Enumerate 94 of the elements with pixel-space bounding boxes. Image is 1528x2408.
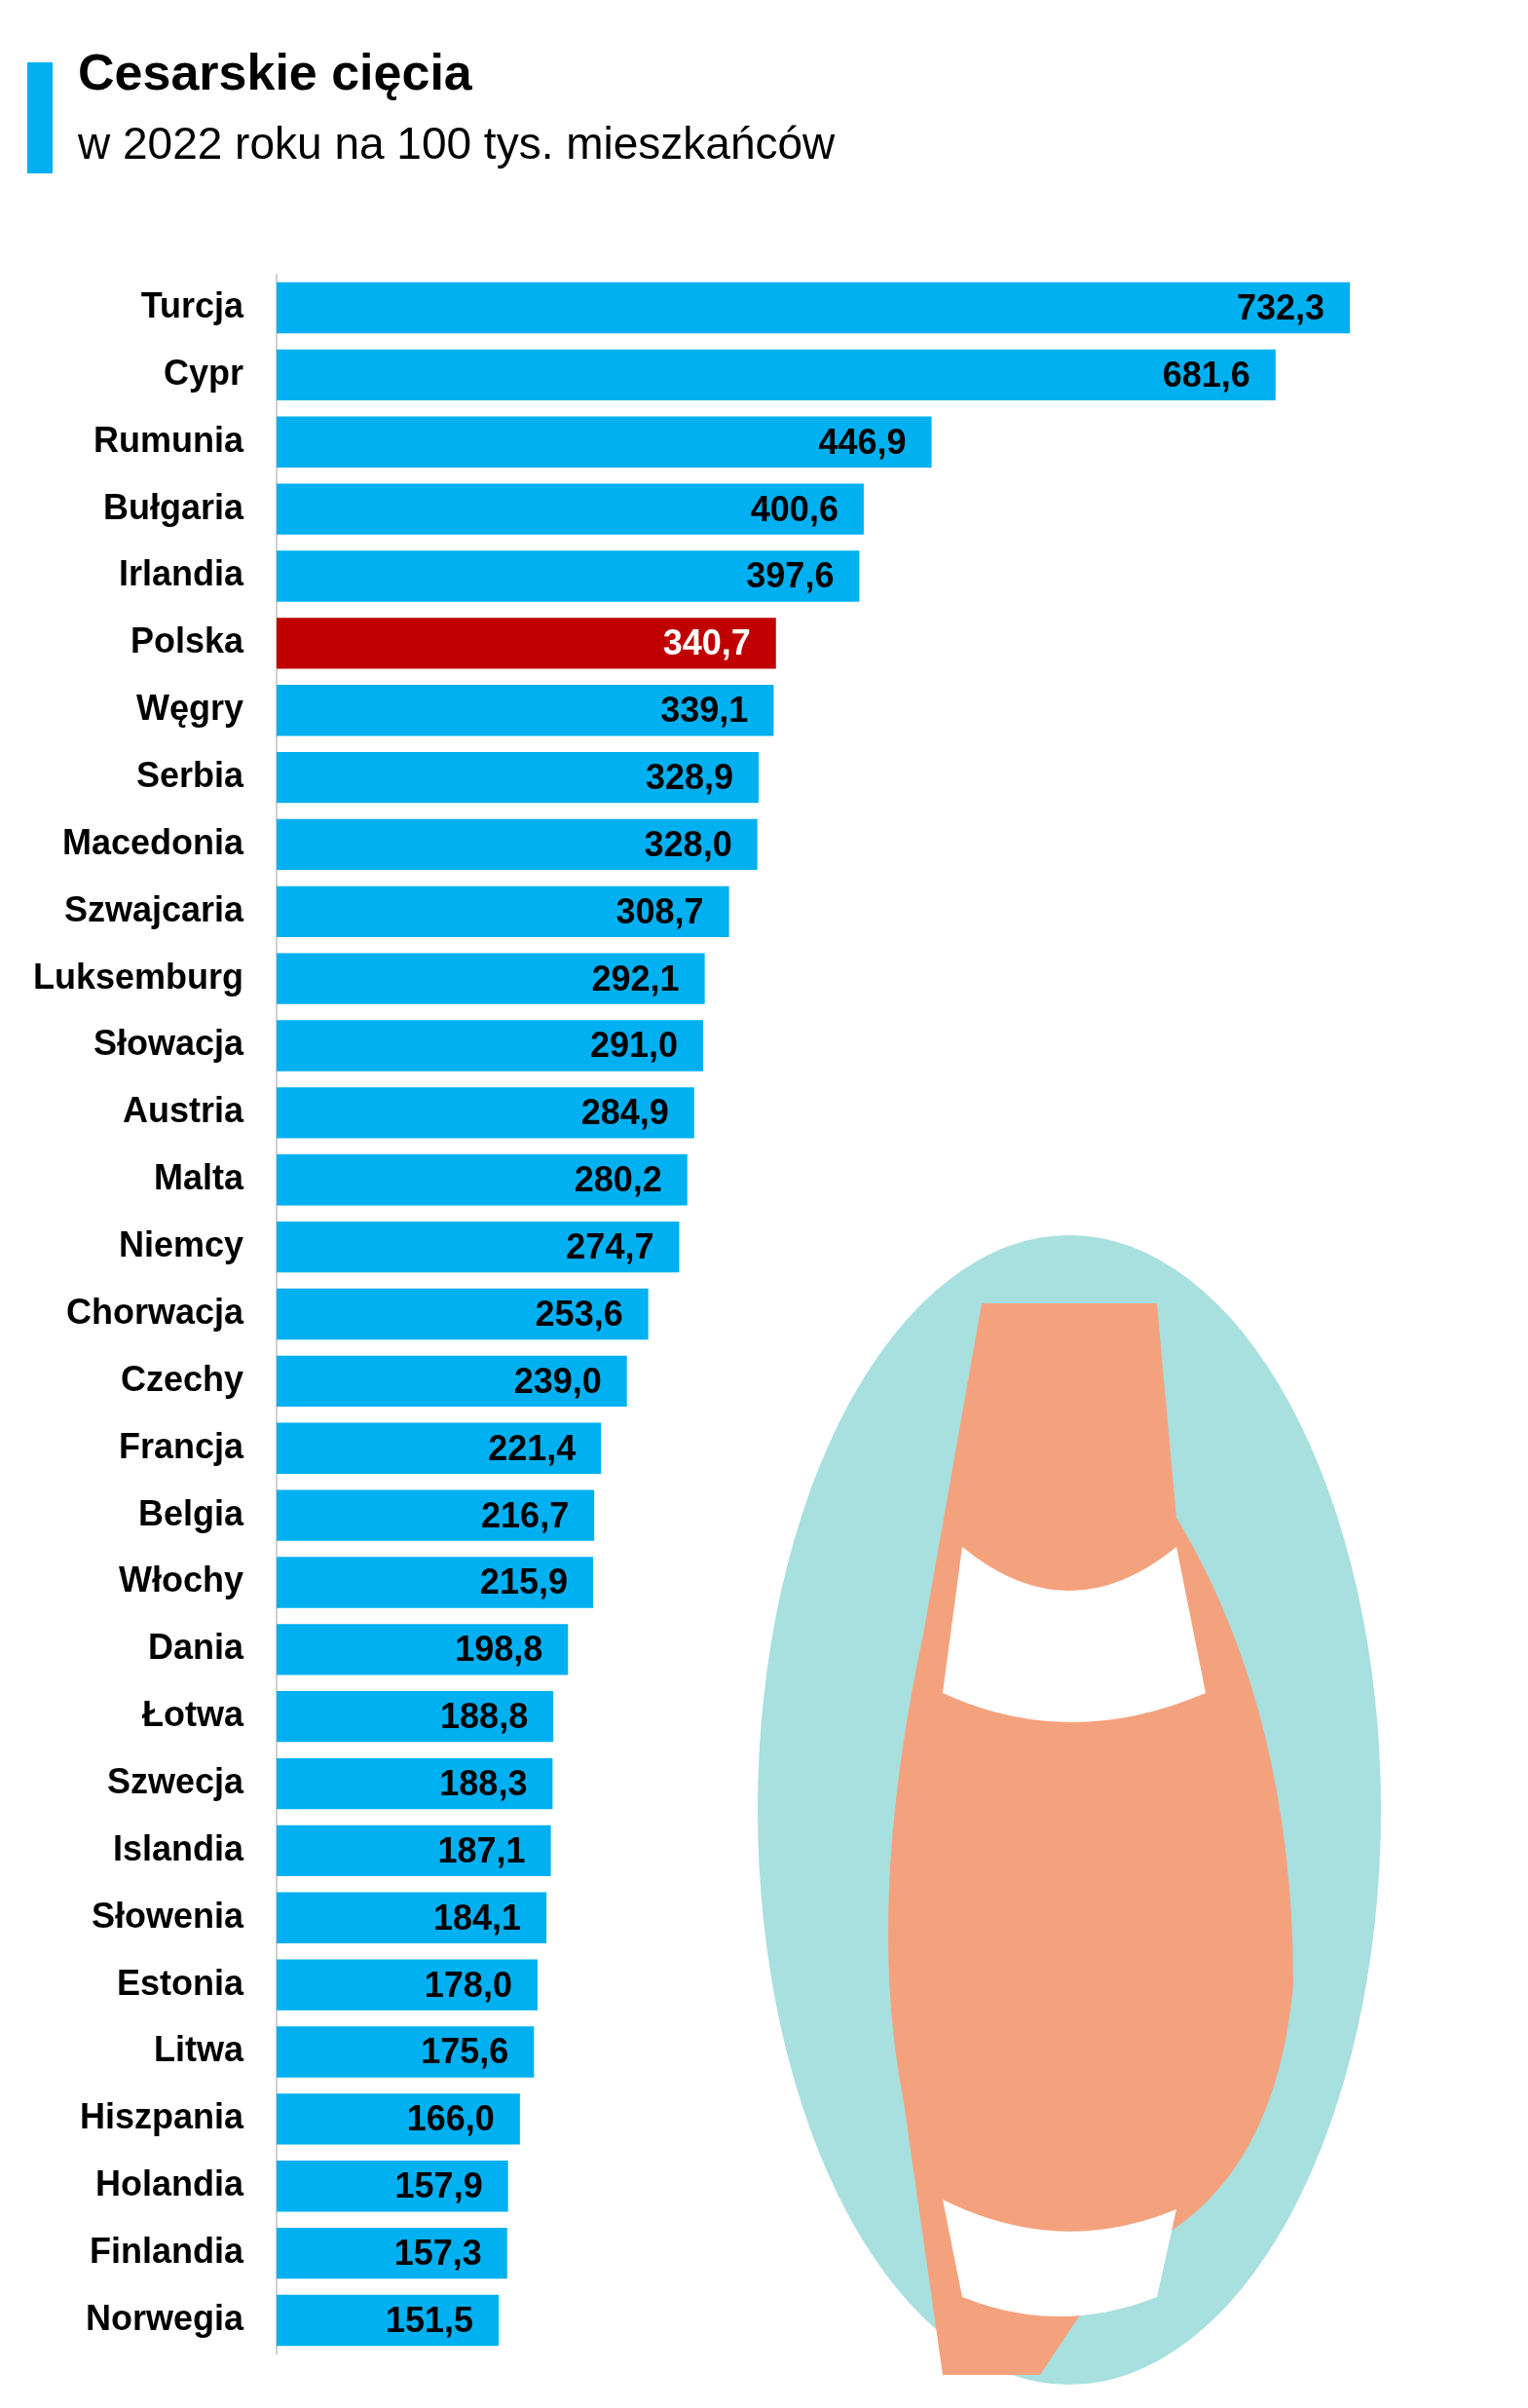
bar — [277, 953, 705, 1004]
y-tick-label: Hiszpania — [79, 2096, 245, 2137]
bar — [277, 2093, 520, 2145]
bar — [277, 1154, 688, 1206]
data-label: 157,9 — [394, 2165, 483, 2206]
bar — [277, 550, 860, 602]
y-tick-label: Belgia — [137, 1492, 244, 1533]
y-tick-label: Luksemburg — [32, 956, 244, 997]
data-label: 397,6 — [746, 555, 835, 596]
data-label: 274,7 — [566, 1226, 654, 1267]
data-label: 280,2 — [574, 1159, 662, 1200]
bar — [277, 2026, 535, 2078]
y-tick-label: Polska — [130, 621, 244, 661]
bar — [277, 818, 758, 871]
bar — [277, 1221, 680, 1273]
y-tick-label: Holandia — [95, 2163, 245, 2204]
data-label: 328,0 — [644, 823, 732, 864]
bar — [277, 618, 776, 669]
data-label: 253,6 — [535, 1293, 623, 1334]
y-tick-label: Bułgaria — [102, 486, 244, 527]
bar — [277, 1892, 547, 1943]
y-tick-label: Łotwa — [142, 1694, 245, 1735]
y-tick-label: Czechy — [120, 1358, 244, 1399]
data-label: 340,7 — [662, 622, 751, 663]
data-label: 292,1 — [591, 958, 680, 998]
bar — [277, 282, 1351, 334]
data-label: 166,0 — [406, 2098, 495, 2139]
y-tick-label: Rumunia — [93, 419, 244, 460]
y-tick-label: Austria — [123, 1090, 245, 1131]
bar — [277, 349, 1276, 401]
data-label: 221,4 — [488, 1427, 577, 1468]
y-tick-label: Włochy — [119, 1560, 244, 1600]
data-label: 400,6 — [750, 488, 839, 529]
y-tick-label: Niemcy — [118, 1224, 244, 1265]
y-tick-label: Słowenia — [91, 1895, 245, 1936]
bar — [277, 1959, 538, 2011]
data-label: 681,6 — [1162, 354, 1250, 395]
bar — [277, 1624, 569, 1675]
y-tick-label: Finlandia — [90, 2231, 245, 2272]
y-tick-label: Litwa — [154, 2029, 244, 2070]
bar — [277, 1422, 602, 1474]
data-label: 239,0 — [513, 1360, 602, 1401]
data-label: 188,8 — [440, 1696, 529, 1737]
data-label: 328,9 — [645, 757, 734, 798]
bar — [277, 2227, 507, 2279]
data-label: 151,5 — [385, 2299, 474, 2340]
bar — [277, 1087, 694, 1139]
y-tick-label: Macedonia — [61, 821, 245, 862]
bar — [277, 1691, 554, 1743]
data-label: 175,6 — [421, 2031, 509, 2072]
y-tick-label: Estonia — [117, 1962, 245, 2003]
bar — [277, 885, 729, 937]
y-tick-label: Norwegia — [85, 2297, 244, 2338]
bar — [277, 751, 760, 804]
y-tick-label: Islandia — [112, 1827, 244, 1868]
data-label: 291,0 — [589, 1025, 678, 1066]
y-tick-label: Dania — [147, 1627, 244, 1668]
data-label: 284,9 — [580, 1092, 669, 1133]
bar — [277, 1489, 595, 1541]
y-tick-label: Szwecja — [106, 1760, 244, 1801]
y-tick-label: Słowacja — [93, 1023, 245, 1064]
y-tick-label: Irlandia — [118, 553, 245, 594]
data-label: 308,7 — [615, 890, 704, 931]
data-label: 198,8 — [455, 1629, 543, 1670]
y-tick-label: Chorwacja — [65, 1291, 245, 1332]
bar — [277, 416, 932, 468]
data-label: 339,1 — [660, 690, 749, 731]
data-label: 215,9 — [479, 1561, 568, 1602]
bar — [277, 685, 774, 736]
y-tick-label: Cypr — [164, 352, 244, 393]
data-label: 188,3 — [439, 1762, 528, 1803]
y-tick-label: Francja — [118, 1425, 245, 1466]
y-tick-label: Szwajcaria — [63, 888, 244, 929]
bar — [277, 2161, 508, 2212]
y-tick-label: Serbia — [135, 755, 245, 796]
data-label: 178,0 — [424, 1964, 512, 2005]
bar — [277, 483, 864, 535]
data-label: 732,3 — [1237, 286, 1325, 327]
y-tick-label: Malta — [154, 1157, 244, 1198]
data-label: 157,3 — [393, 2233, 482, 2274]
bar — [277, 1757, 553, 1810]
data-label: 184,1 — [433, 1897, 522, 1938]
y-tick-label: Węgry — [136, 688, 244, 729]
data-label: 216,7 — [481, 1494, 570, 1535]
bar — [277, 1825, 551, 1877]
bar — [277, 1020, 703, 1072]
bar — [277, 1355, 627, 1408]
chart-subtitle: w 2022 roku na 100 tys. mieszkańców — [78, 117, 836, 169]
bar — [277, 1288, 649, 1340]
bar — [277, 1557, 593, 1608]
data-label: 446,9 — [818, 421, 907, 462]
chart-title: Cesarskie cięcia — [78, 43, 472, 101]
data-label: 187,1 — [437, 1829, 526, 1870]
y-tick-label: Turcja — [140, 284, 244, 325]
